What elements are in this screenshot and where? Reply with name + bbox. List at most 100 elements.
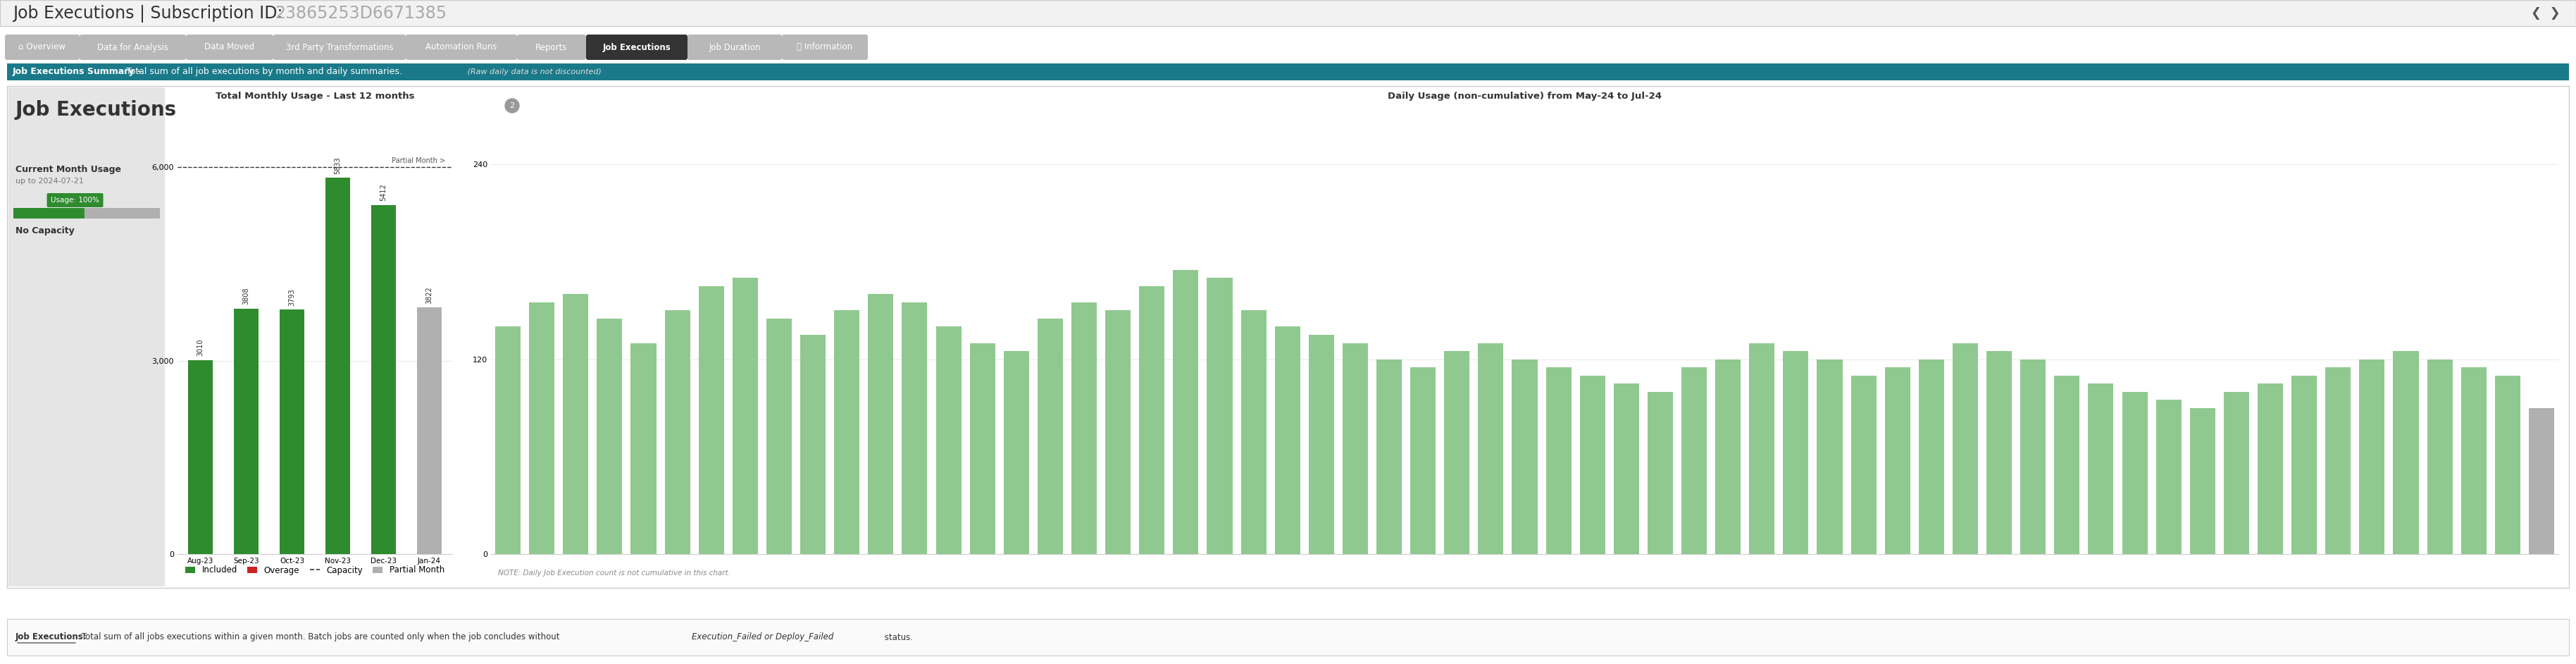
Bar	[1579, 375, 1605, 554]
Text: 3rd Party Transformations: 3rd Party Transformations	[286, 42, 394, 52]
FancyBboxPatch shape	[46, 193, 103, 207]
Bar	[698, 286, 724, 554]
Bar	[2293, 375, 2316, 554]
Bar	[2460, 367, 2486, 554]
Text: 3822: 3822	[425, 286, 433, 303]
Text: 3010: 3010	[196, 339, 204, 356]
Bar	[2360, 359, 2385, 554]
Text: Job Executions Summary -: Job Executions Summary -	[13, 67, 142, 76]
Bar	[2053, 375, 2079, 554]
Bar	[2494, 375, 2519, 554]
Text: status.: status.	[881, 633, 912, 642]
Text: Job Duration: Job Duration	[708, 42, 760, 52]
Bar	[1242, 311, 1267, 554]
Text: Execution_Failed or Deploy_Failed: Execution_Failed or Deploy_Failed	[693, 633, 835, 642]
FancyBboxPatch shape	[8, 619, 2568, 655]
Text: 23865253D6671385: 23865253D6671385	[276, 5, 446, 22]
Bar	[1852, 375, 1875, 554]
FancyBboxPatch shape	[688, 35, 783, 60]
Text: Total sum of all job executions by month and daily summaries.: Total sum of all job executions by month…	[124, 67, 402, 76]
FancyBboxPatch shape	[783, 35, 868, 60]
Bar	[1682, 367, 1708, 554]
Bar	[1716, 359, 1741, 554]
Text: 5833: 5833	[335, 157, 340, 174]
Bar	[835, 311, 860, 554]
Text: Job Executions: Job Executions	[15, 100, 178, 120]
FancyBboxPatch shape	[518, 35, 587, 60]
Bar	[868, 294, 894, 554]
Text: Partial Month >: Partial Month >	[392, 157, 446, 164]
Text: up to 2024-07-21: up to 2024-07-21	[15, 178, 85, 185]
Text: Usage: 100%: Usage: 100%	[52, 197, 100, 204]
Text: Job Executions:: Job Executions:	[15, 633, 88, 642]
Text: NOTE: Daily Job Execution count is not cumulative in this chart.: NOTE: Daily Job Execution count is not c…	[497, 570, 732, 576]
Bar	[1072, 302, 1097, 554]
FancyBboxPatch shape	[273, 35, 407, 60]
Bar	[2223, 392, 2249, 554]
FancyBboxPatch shape	[8, 88, 165, 586]
Text: Automation Runs: Automation Runs	[425, 42, 497, 52]
FancyBboxPatch shape	[587, 35, 688, 60]
Bar	[2530, 408, 2555, 554]
Text: Job Executions | Subscription ID:: Job Executions | Subscription ID:	[13, 5, 289, 22]
Bar	[1208, 278, 1231, 554]
Bar	[2393, 351, 2419, 554]
Bar	[2156, 400, 2182, 554]
Text: Data for Analysis: Data for Analysis	[98, 42, 167, 52]
Circle shape	[505, 99, 520, 113]
Bar	[1038, 319, 1064, 554]
Bar	[1342, 343, 1368, 554]
Text: ⓘ Information: ⓘ Information	[796, 42, 853, 52]
Text: Reports: Reports	[536, 42, 567, 52]
Bar	[1816, 359, 1842, 554]
Bar	[935, 327, 961, 554]
Text: Daily Usage (non-cumulative) from May-24 to Jul-24: Daily Usage (non-cumulative) from May-24…	[1388, 92, 1662, 101]
Bar	[2190, 408, 2215, 554]
Bar	[1409, 367, 1435, 554]
Bar	[732, 278, 757, 554]
Bar	[371, 205, 397, 554]
Text: Total sum of all jobs executions within a given month. Batch jobs are counted on: Total sum of all jobs executions within …	[80, 633, 562, 642]
Bar	[528, 302, 554, 554]
Bar	[417, 307, 443, 554]
Text: 3793: 3793	[289, 288, 296, 305]
Text: 2: 2	[510, 102, 515, 110]
Bar	[1376, 359, 1401, 554]
Legend: Included, Overage, Capacity, Partial Month: Included, Overage, Capacity, Partial Mon…	[183, 562, 448, 578]
Bar	[2020, 359, 2045, 554]
Text: 5412: 5412	[381, 184, 386, 201]
Text: Total Monthly Usage - Last 12 months: Total Monthly Usage - Last 12 months	[216, 92, 415, 101]
FancyBboxPatch shape	[5, 35, 80, 60]
Bar	[1139, 286, 1164, 554]
Bar	[1749, 343, 1775, 554]
FancyBboxPatch shape	[407, 35, 518, 60]
Text: ❮  ❯: ❮ ❯	[2532, 7, 2561, 20]
Bar	[1953, 343, 1978, 554]
Text: 3808: 3808	[242, 288, 250, 305]
Bar	[1309, 335, 1334, 554]
FancyBboxPatch shape	[8, 86, 2568, 588]
Bar	[2326, 367, 2352, 554]
Bar	[1005, 351, 1028, 554]
Bar	[1649, 392, 1672, 554]
Bar	[325, 178, 350, 554]
FancyBboxPatch shape	[13, 208, 85, 218]
Bar	[1105, 311, 1131, 554]
Bar	[1986, 351, 2012, 554]
Bar	[2257, 384, 2282, 554]
Bar	[188, 360, 214, 554]
Bar	[1613, 384, 1638, 554]
Bar	[801, 335, 827, 554]
Bar	[1172, 270, 1198, 554]
Bar	[2427, 359, 2452, 554]
Text: Job Executions: Job Executions	[603, 42, 670, 52]
FancyBboxPatch shape	[0, 0, 2576, 26]
Text: Data Moved: Data Moved	[204, 42, 255, 52]
FancyBboxPatch shape	[13, 208, 160, 218]
Text: (Raw daily data is not discounted): (Raw daily data is not discounted)	[464, 68, 600, 76]
Text: No Capacity: No Capacity	[15, 226, 75, 236]
FancyBboxPatch shape	[80, 35, 185, 60]
Bar	[631, 343, 657, 554]
FancyBboxPatch shape	[8, 64, 2568, 80]
Bar	[665, 311, 690, 554]
